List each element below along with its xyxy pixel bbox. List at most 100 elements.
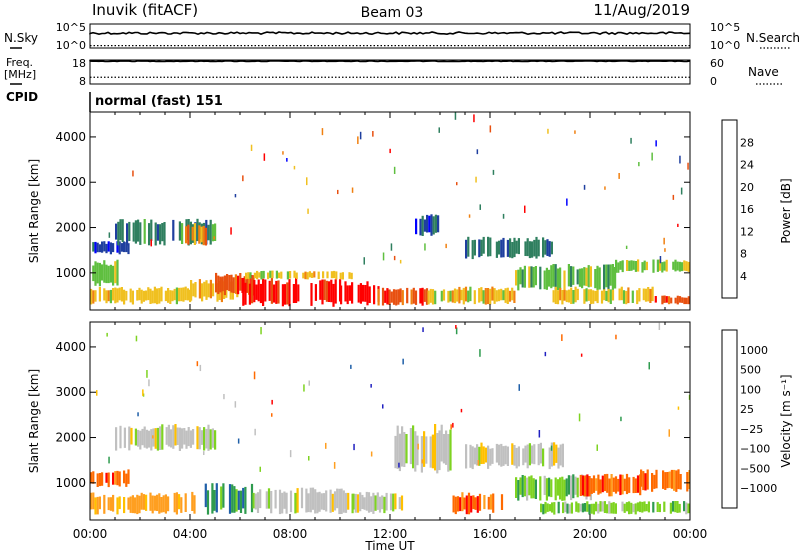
power-cell: [462, 287, 465, 305]
power-cell: [412, 287, 415, 304]
power-cell: [480, 239, 483, 256]
power-cell: [105, 243, 108, 254]
power-cell: [630, 260, 633, 271]
power-cell: [542, 237, 545, 258]
power-cell: [257, 279, 260, 302]
power-cell: [681, 262, 684, 272]
power-cell: [247, 272, 250, 279]
power-cell: [622, 290, 626, 304]
power-cell: [262, 270, 265, 279]
power-speckle: [625, 245, 628, 250]
power-cell: [295, 277, 298, 303]
power-cell: [434, 290, 437, 305]
power-cell: [523, 265, 526, 288]
power-speckle: [475, 176, 477, 183]
power-cell: [550, 265, 553, 289]
power-cell: [665, 259, 668, 272]
velocity-cell: [289, 490, 293, 513]
power-speckle: [389, 148, 391, 154]
velocity-cell: [526, 477, 529, 501]
power-speckle: [372, 131, 374, 137]
velocity-cell: [374, 495, 377, 511]
power-cell: [620, 286, 623, 301]
power-speckle: [390, 243, 393, 251]
power-cell: [447, 290, 450, 303]
velocity-cell: [515, 447, 518, 469]
velocity-cell: [423, 431, 426, 467]
power-cell: [109, 289, 112, 304]
velocity-cell: [679, 474, 682, 490]
velocity-cell: [601, 475, 604, 493]
power-cell: [92, 290, 95, 304]
power-cell: [270, 278, 273, 304]
velocity-cell: [178, 494, 181, 510]
velocity-cell: [610, 502, 613, 514]
velocity-cell: [150, 429, 153, 451]
power-cell: [198, 225, 201, 244]
power-cell: [469, 286, 472, 302]
power-cell: [163, 222, 166, 246]
xtick-label: 12:00: [373, 527, 408, 541]
power-cell: [410, 289, 413, 305]
velocity-speckle: [677, 406, 680, 410]
velocity-cell: [478, 446, 481, 466]
velocity-cell: [420, 436, 423, 473]
power-cell: [98, 286, 101, 302]
power-cell: [502, 237, 505, 258]
power-speckle: [492, 169, 495, 175]
velocity-cell: [425, 436, 428, 464]
velocity-cell: [159, 426, 162, 450]
velocity-cell: [675, 470, 678, 492]
power-cell: [167, 288, 170, 303]
power-cell: [326, 271, 329, 279]
power-cell: [504, 288, 507, 303]
velocity-cell: [239, 490, 243, 513]
power-cell: [96, 242, 99, 253]
velocity-speckle: [452, 422, 454, 428]
velocity-cell: [170, 429, 173, 448]
power-cell: [615, 259, 618, 273]
power-cell: [223, 275, 226, 296]
velocity-cell: [235, 489, 238, 512]
power-cell: [271, 270, 274, 279]
velocity-cell: [215, 483, 218, 513]
power-cell: [497, 289, 501, 302]
power-cell: [567, 289, 571, 303]
power-cell: [683, 260, 686, 271]
power-cell: [685, 261, 688, 272]
power-cell: [136, 290, 139, 301]
velocity-cell: [519, 477, 522, 495]
velocity-cell: [634, 503, 637, 515]
velocity-cell: [557, 447, 560, 469]
power-cell: [570, 266, 573, 287]
velocity-cell: [628, 477, 631, 493]
power-cell: [101, 264, 104, 281]
power-cell: [645, 261, 648, 271]
power-cell: [90, 288, 93, 305]
power-cell: [112, 265, 115, 286]
power-cell: [288, 279, 291, 307]
velocity-cell: [590, 503, 593, 514]
power-speckle: [680, 187, 683, 195]
power-cell: [672, 261, 675, 270]
power-cell: [98, 244, 101, 253]
power-cell: [212, 283, 215, 297]
power-cell: [350, 272, 353, 280]
velocity-cell: [567, 475, 570, 495]
power-speckle: [393, 166, 396, 174]
velocity-cell: [220, 486, 223, 510]
power-cell: [460, 289, 463, 301]
velocity-speckle: [234, 401, 237, 408]
velocity-cell: [540, 503, 543, 513]
power-cell: [308, 271, 311, 278]
velocity-cell: [664, 472, 667, 490]
power-cell: [284, 284, 287, 305]
power-cell: [123, 241, 126, 253]
power-speckle: [250, 144, 253, 151]
power-speckle: [489, 125, 492, 133]
power-speckle: [213, 236, 215, 240]
power-cell: [277, 280, 280, 304]
velocity-cell: [528, 443, 531, 466]
velocity-cell: [394, 435, 397, 469]
power-cell: [334, 279, 337, 304]
